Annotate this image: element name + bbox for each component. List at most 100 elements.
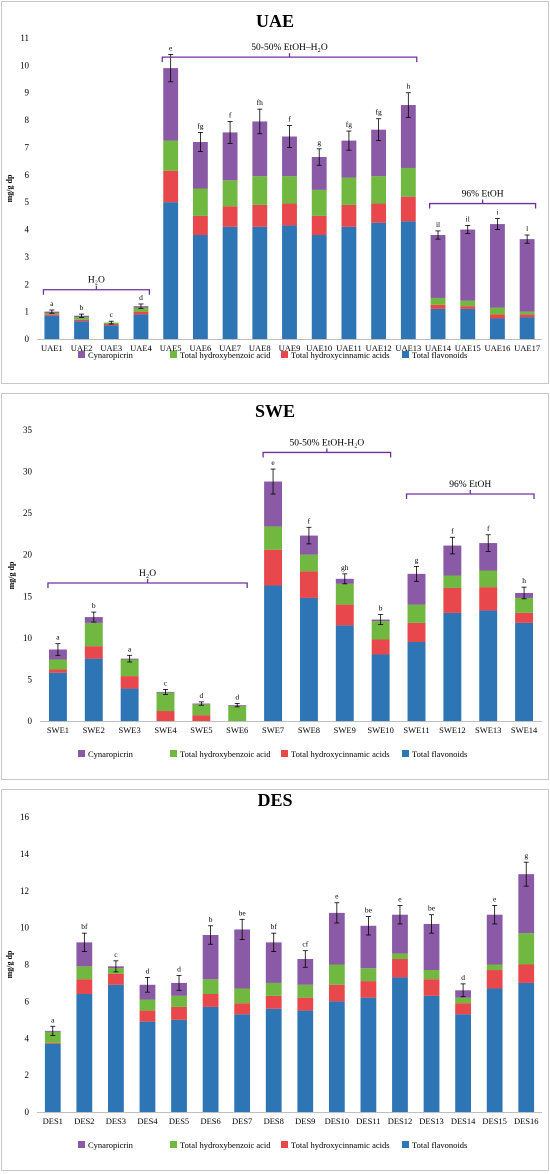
bar-segment-hydroxybenzoic-des2: [76, 966, 93, 980]
bar-segment-hydroxycinnamic-swe11: [407, 622, 426, 643]
legend-swatch-hydroxybenzoic: [170, 750, 177, 757]
y-tick-label: 9: [25, 88, 30, 98]
bar-segment-cynaropicrin-swe8: [299, 535, 318, 555]
category-label: DES16: [514, 1116, 539, 1126]
bar-segment-flavonoids-uae14: [430, 308, 446, 339]
significance-letter: d: [139, 293, 143, 302]
bar-segment-hydroxycinnamic-des5: [171, 1006, 187, 1020]
bar-segment-hydroxycinnamic-uae10: [311, 215, 327, 236]
category-label: SWE6: [226, 725, 248, 735]
bar-segment-hydroxycinnamic-swe10: [371, 639, 390, 655]
bar-segment-flavonoids-des15: [486, 988, 503, 1112]
bar-segment-hydroxybenzoic-swe13: [479, 570, 498, 588]
significance-letter: a: [51, 1015, 55, 1024]
significance-letter: be: [365, 906, 373, 915]
bar-segment-flavonoids-uae12: [371, 222, 387, 339]
legend-label-cynaropicrin: Cynaropicrin: [88, 350, 134, 360]
bar-segment-hydroxybenzoic-swe3: [120, 659, 139, 677]
group-label: H₂O: [88, 276, 105, 286]
legend-swatch-cynaropicrin: [78, 750, 85, 757]
y-tick-label: 12: [20, 886, 29, 896]
bar-segment-hydroxycinnamic-uae8: [252, 204, 268, 227]
bar-segment-hydroxycinnamic-uae16: [490, 314, 505, 319]
bar-segment-hydroxybenzoic-des15: [486, 964, 503, 971]
category-label: UAE12: [366, 343, 392, 353]
y-tick-label: 0: [28, 716, 33, 726]
bar-segment-flavonoids-des9: [297, 1010, 314, 1112]
bar-segment-hydroxybenzoic-uae16: [490, 307, 505, 315]
bar-segment-flavonoids-uae11: [341, 226, 357, 339]
bar-segment-hydroxycinnamic-uae1: [44, 314, 60, 316]
significance-letter: fg: [346, 120, 352, 129]
bar-segment-hydroxybenzoic-swe9: [335, 583, 354, 605]
group-bracket: [405, 490, 535, 500]
bar-segment-flavonoids-uae2: [74, 321, 89, 339]
panel-frame: [1, 1, 549, 384]
bar-segment-hydroxybenzoic-des4: [139, 999, 156, 1011]
bar-segment-flavonoids-uae9: [282, 225, 297, 339]
y-tick-label: 7: [25, 142, 30, 152]
category-label: SWE8: [298, 725, 320, 735]
bar-segment-hydroxybenzoic-des16: [518, 933, 535, 965]
chart-title: SWE: [255, 401, 295, 421]
significance-letter: g: [524, 851, 528, 860]
legend-swatch-flavonoids: [402, 1141, 409, 1148]
bar-segment-hydroxycinnamic-des3: [108, 973, 124, 985]
y-tick-label: 2: [25, 1070, 30, 1080]
legend-label-hydroxybenzoic: Total hydroxybenzoic acid: [180, 1140, 271, 1150]
legend-label-hydroxybenzoic: Total hydroxybenzoic acid: [180, 350, 271, 360]
bar-segment-flavonoids-uae4: [133, 314, 149, 339]
category-label: DES14: [451, 1116, 476, 1126]
bar-segment-cynaropicrin-des6: [202, 935, 219, 980]
bar-segment-hydroxycinnamic-uae6: [192, 215, 208, 236]
panel-des: DES 0 2 4 6 8 10 12 14 16 mg/g dp a DES1 bf DES2 c DES3 d…: [1, 789, 549, 1171]
category-label: DES8: [264, 1116, 284, 1126]
bar-segment-hydroxybenzoic-swe7: [264, 526, 283, 550]
bar-segment-cynaropicrin-uae15: [460, 229, 476, 301]
category-label: DES6: [200, 1116, 220, 1126]
category-label: UAE5: [160, 343, 182, 353]
y-tick-label: 35: [23, 425, 33, 435]
bar-segment-flavonoids-swe10: [371, 654, 390, 721]
bar-segment-flavonoids-swe9: [335, 625, 354, 721]
y-tick-label: 30: [23, 467, 33, 477]
significance-letter: c: [110, 310, 114, 319]
bar-segment-flavonoids-uae8: [252, 226, 268, 339]
bar-segment-hydroxycinnamic-uae13: [400, 196, 416, 222]
bar-segment-hydroxybenzoic-swe14: [515, 597, 534, 613]
category-label: UAE13: [395, 343, 421, 353]
bar-segment-hydroxybenzoic-swe12: [443, 575, 462, 588]
category-label: SWE2: [83, 725, 105, 735]
significance-letter: a: [56, 633, 60, 642]
bar-segment-hydroxybenzoic-uae10: [311, 189, 327, 216]
category-label: DES12: [388, 1116, 413, 1126]
bar-segment-hydroxycinnamic-des9: [297, 997, 314, 1011]
bar-segment-cynaropicrin-des15: [486, 914, 503, 965]
bar-segment-hydroxybenzoic-des5: [171, 995, 187, 1007]
bar-segment-hydroxybenzoic-swe4: [156, 692, 175, 712]
y-tick-label: 16: [20, 812, 30, 822]
legend-swatch-flavonoids: [402, 351, 409, 358]
category-label: SWE1: [47, 725, 69, 735]
bar-segment-hydroxycinnamic-des1: [44, 1042, 61, 1044]
bar-segment-hydroxybenzoic-uae13: [400, 167, 416, 197]
significance-letter: l: [526, 224, 528, 233]
bar-segment-hydroxycinnamic-uae14: [430, 304, 446, 309]
group-bracket: [42, 285, 151, 295]
bar-segment-flavonoids-des4: [139, 1021, 156, 1112]
bar-segment-flavonoids-swe8: [299, 597, 318, 721]
bar-segment-hydroxycinnamic-des11: [360, 981, 377, 998]
bar-segment-hydroxycinnamic-swe7: [264, 549, 283, 586]
bar-segment-hydroxybenzoic-swe10: [371, 621, 390, 640]
significance-letter: f: [229, 110, 232, 119]
legend-label-hydroxycinnamic: Total hydroxycinnamic acids: [291, 350, 390, 360]
bar-segment-hydroxybenzoic-uae2: [74, 317, 89, 320]
y-tick-label: 8: [25, 115, 30, 125]
bar-segment-hydroxycinnamic-swe5: [192, 715, 211, 721]
panel-swe: SWE 0 5 10 15 20 25 30 35 mg/g dp a SWE1 b SWE2 a SWE3 c…: [1, 393, 549, 780]
bar-segment-flavonoids-des2: [76, 994, 93, 1112]
significance-letter: g: [317, 138, 321, 147]
group-label: 96% EtOH: [449, 480, 491, 490]
bar-segment-flavonoids-swe13: [479, 610, 498, 721]
significance-letter: f: [308, 516, 311, 525]
